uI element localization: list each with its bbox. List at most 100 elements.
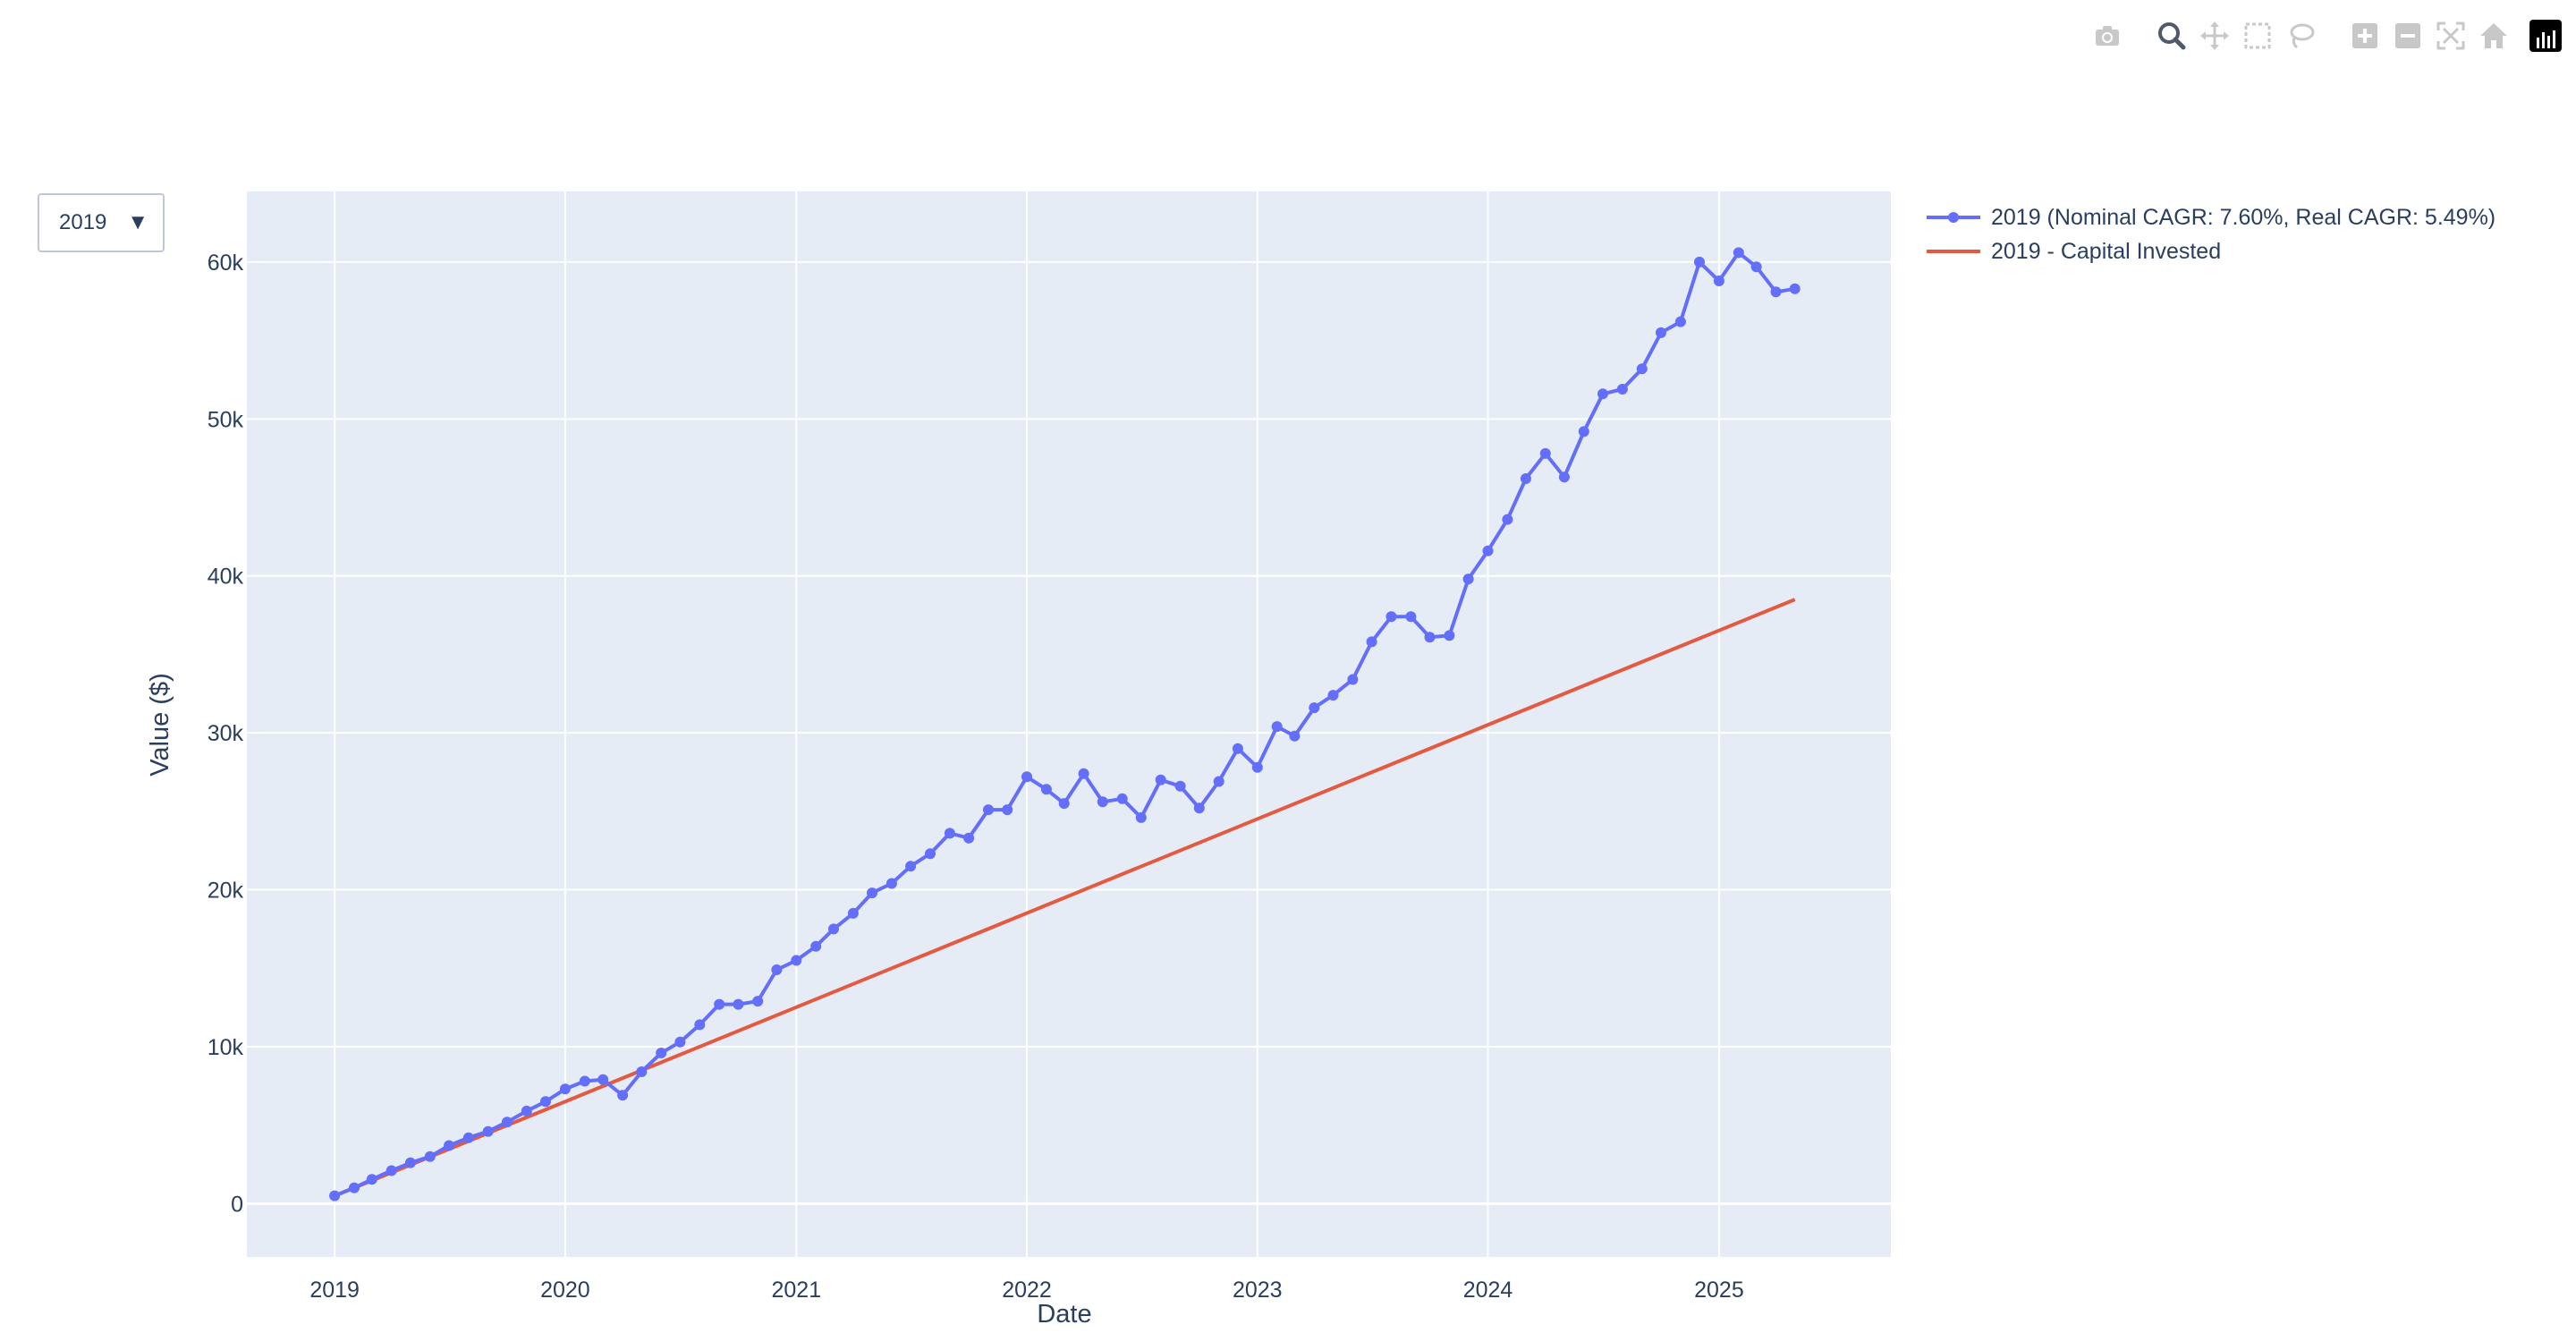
box-select-button[interactable]	[2240, 18, 2275, 54]
data-point[interactable]	[925, 848, 936, 860]
data-point[interactable]	[656, 1048, 667, 1058]
data-point[interactable]	[1733, 247, 1744, 259]
data-point[interactable]	[1078, 768, 1089, 779]
x-tick-label: 2021	[772, 1278, 822, 1303]
data-point[interactable]	[636, 1066, 648, 1077]
data-point[interactable]	[752, 996, 764, 1007]
lasso-select-button[interactable]	[2283, 18, 2318, 54]
data-point[interactable]	[1424, 632, 1436, 643]
data-point[interactable]	[1713, 276, 1724, 286]
data-point[interactable]	[963, 832, 975, 844]
data-point[interactable]	[867, 887, 877, 899]
data-point[interactable]	[386, 1165, 397, 1176]
data-point[interactable]	[1694, 256, 1705, 267]
data-point[interactable]	[1097, 796, 1108, 808]
data-point[interactable]	[1405, 611, 1417, 623]
capital-invested-line[interactable]	[334, 598, 1796, 1198]
data-point[interactable]	[404, 1157, 416, 1168]
data-point[interactable]	[771, 964, 783, 975]
data-point[interactable]	[1520, 473, 1531, 484]
data-point[interactable]	[714, 998, 725, 1010]
data-point[interactable]	[1155, 774, 1166, 785]
chevron-down-icon: ▼	[127, 210, 148, 234]
data-point[interactable]	[1271, 721, 1283, 733]
data-point[interactable]	[1597, 388, 1608, 400]
data-point[interactable]	[1213, 776, 1224, 787]
data-point[interactable]	[791, 955, 802, 966]
data-point[interactable]	[1674, 316, 1686, 327]
zoom-out-button[interactable]	[2390, 18, 2426, 54]
data-point[interactable]	[1539, 447, 1551, 459]
data-point[interactable]	[828, 923, 839, 935]
data-point[interactable]	[1251, 761, 1263, 773]
data-point[interactable]	[1462, 573, 1474, 585]
data-point[interactable]	[1002, 804, 1013, 816]
y-axis-title: Value ($)	[146, 673, 174, 777]
data-point[interactable]	[944, 828, 955, 839]
data-point[interactable]	[1385, 611, 1397, 623]
data-point[interactable]	[1366, 636, 1377, 648]
data-point[interactable]	[366, 1174, 377, 1185]
data-point[interactable]	[1578, 426, 1589, 437]
data-point[interactable]	[1750, 261, 1762, 273]
data-point[interactable]	[1558, 471, 1570, 483]
data-point[interactable]	[501, 1116, 513, 1128]
data-point[interactable]	[1656, 327, 1666, 338]
data-point[interactable]	[1289, 730, 1301, 742]
year-dropdown[interactable]: 2019 ▼	[38, 193, 165, 252]
plotly-logo-icon	[2537, 30, 2555, 48]
data-point[interactable]	[1174, 780, 1186, 792]
data-point[interactable]	[1616, 384, 1628, 395]
data-point[interactable]	[694, 1019, 706, 1031]
data-point[interactable]	[559, 1083, 571, 1095]
x-tick-label: 2025	[1694, 1278, 1744, 1303]
data-point[interactable]	[424, 1150, 436, 1162]
data-point[interactable]	[1309, 702, 1320, 714]
data-point[interactable]	[886, 878, 897, 889]
data-point[interactable]	[1444, 630, 1455, 641]
plot-area[interactable]	[247, 191, 1891, 1257]
data-point[interactable]	[1482, 545, 1494, 556]
data-point[interactable]	[1116, 793, 1128, 804]
data-point[interactable]	[983, 804, 994, 816]
data-point[interactable]	[579, 1075, 590, 1087]
data-point[interactable]	[810, 940, 822, 952]
x-tick-label: 2022	[1002, 1278, 1052, 1303]
data-point[interactable]	[617, 1090, 629, 1101]
data-point[interactable]	[674, 1036, 686, 1048]
data-point[interactable]	[329, 1190, 341, 1201]
zoom-button[interactable]	[2154, 18, 2190, 54]
data-point[interactable]	[1135, 811, 1147, 823]
data-point[interactable]	[540, 1096, 551, 1108]
data-point[interactable]	[905, 861, 917, 872]
autoscale-button[interactable]	[2433, 18, 2469, 54]
data-point[interactable]	[1347, 674, 1359, 685]
data-point[interactable]	[597, 1074, 609, 1085]
plotly-logo[interactable]	[2529, 20, 2562, 52]
data-point[interactable]	[482, 1125, 494, 1137]
pan-button[interactable]	[2197, 18, 2233, 54]
camera-icon	[2096, 26, 2119, 46]
data-point[interactable]	[349, 1182, 360, 1193]
data-point[interactable]	[1193, 802, 1205, 814]
legend-item-portfolio[interactable]: 2019 (Nominal CAGR: 7.60%, Real CAGR: 5.…	[1927, 200, 2496, 234]
zoom-in-button[interactable]	[2347, 18, 2383, 54]
data-point[interactable]	[444, 1140, 454, 1151]
data-point[interactable]	[1058, 798, 1070, 810]
download-png-button[interactable]	[2089, 18, 2125, 54]
y-tick-label: 0	[231, 1192, 243, 1217]
data-point[interactable]	[1770, 286, 1782, 298]
data-point[interactable]	[1232, 743, 1243, 754]
data-point[interactable]	[1502, 514, 1513, 525]
data-point[interactable]	[462, 1132, 474, 1143]
data-point[interactable]	[1789, 283, 1801, 294]
data-point[interactable]	[1327, 690, 1339, 701]
data-point[interactable]	[1636, 363, 1648, 375]
data-point[interactable]	[733, 998, 744, 1010]
reset-axes-button[interactable]	[2476, 18, 2512, 54]
data-point[interactable]	[1021, 771, 1032, 783]
data-point[interactable]	[1040, 784, 1052, 795]
data-point[interactable]	[521, 1105, 532, 1116]
data-point[interactable]	[847, 907, 859, 919]
legend-item-capital-invested[interactable]: 2019 - Capital Invested	[1927, 234, 2496, 268]
